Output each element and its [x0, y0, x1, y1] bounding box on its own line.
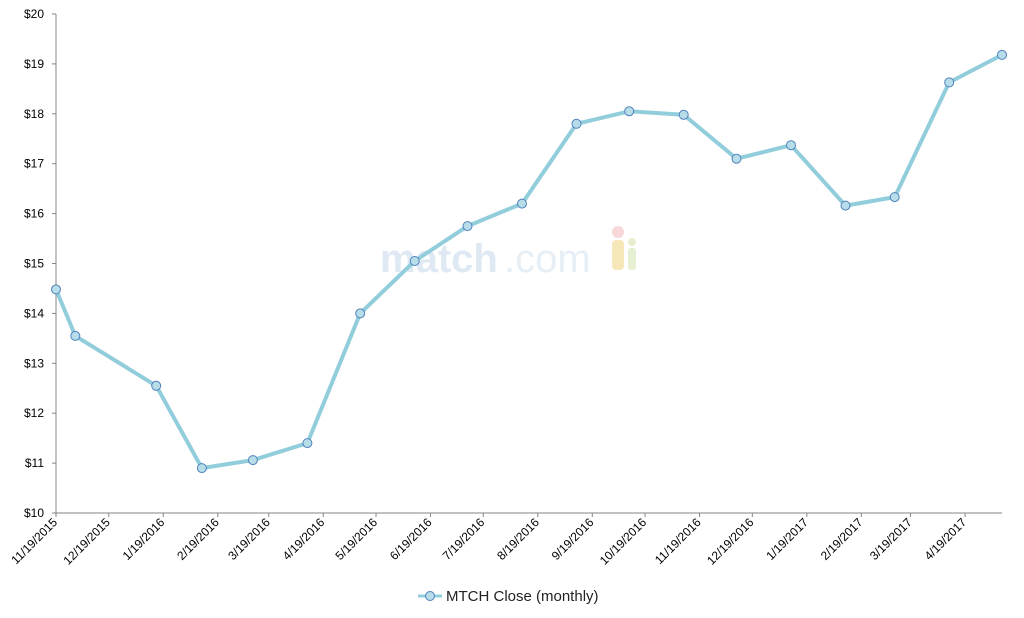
data-point-marker	[247, 455, 258, 466]
data-point-marker	[678, 109, 689, 120]
legend: MTCH Close (monthly)	[418, 588, 599, 605]
x-tick-label: 3/19/2017	[867, 515, 915, 563]
data-point-marker	[624, 106, 635, 117]
y-tick-label: $20	[24, 7, 44, 21]
legend-marker-swatch	[425, 591, 435, 601]
watermark-dotcom: .com	[504, 237, 591, 281]
watermark-people-icon	[612, 226, 636, 270]
data-point-marker	[355, 308, 366, 319]
y-tick-label: $18	[24, 107, 44, 121]
x-tick-label: 9/19/2016	[549, 515, 597, 563]
data-point-marker	[889, 192, 900, 203]
x-tick-label: 5/19/2016	[332, 515, 380, 563]
x-tick-label: 8/19/2016	[494, 515, 542, 563]
x-tick-label: 11/19/2015	[8, 515, 60, 567]
y-tick-label: $16	[24, 207, 44, 221]
data-point-marker	[51, 284, 61, 295]
x-tick-label: 4/19/2016	[280, 515, 328, 563]
x-tick-label: 10/19/2016	[597, 515, 650, 568]
x-axis-ticks: 11/19/2015 12/19/2015 1/19/2016 2/19/2016 3/…	[8, 513, 969, 568]
watermark-logo: match .com	[380, 226, 636, 281]
series-layer	[51, 49, 1007, 474]
x-tick-label: 1/19/2016	[120, 515, 168, 563]
x-tick-label: 6/19/2016	[387, 515, 435, 563]
x-tick-label: 11/19/2016	[652, 515, 704, 567]
data-point-marker	[571, 118, 582, 129]
data-point-marker	[997, 49, 1007, 60]
x-tick-label: 3/19/2016	[225, 515, 273, 563]
data-point-marker	[840, 200, 851, 211]
y-tick-label: $13	[24, 356, 44, 370]
data-point-marker	[70, 330, 81, 341]
y-tick-label: $12	[24, 406, 44, 420]
data-point-marker	[302, 438, 313, 449]
y-tick-label: $10	[24, 506, 44, 520]
y-tick-label: $15	[24, 257, 44, 271]
data-point-marker	[409, 256, 420, 266]
y-tick-label: $11	[25, 456, 44, 470]
x-tick-label: 12/19/2016	[704, 515, 757, 568]
x-tick-label: 12/19/2015	[61, 515, 114, 568]
data-point-marker	[786, 140, 796, 151]
data-point-marker	[196, 463, 207, 474]
data-point-marker	[462, 221, 473, 232]
data-point-marker	[731, 153, 742, 164]
y-tick-label: $19	[24, 57, 44, 71]
y-axis-ticks: $10 $11 $12 $13 $14 $15 $16 $17 $18 $19 $20	[24, 7, 56, 520]
y-tick-label: $14	[24, 306, 44, 320]
x-tick-label: 2/19/2017	[818, 515, 866, 563]
data-point-marker	[944, 77, 955, 88]
x-tick-label: 7/19/2016	[440, 515, 488, 563]
x-tick-label: 4/19/2017	[922, 515, 970, 563]
data-point-marker	[151, 380, 162, 391]
y-tick-label: $17	[24, 157, 44, 171]
legend-label: MTCH Close (monthly)	[446, 588, 599, 605]
x-tick-label: 2/19/2016	[174, 515, 222, 563]
data-point-marker	[517, 198, 527, 209]
x-tick-label: 1/19/2017	[763, 515, 811, 563]
